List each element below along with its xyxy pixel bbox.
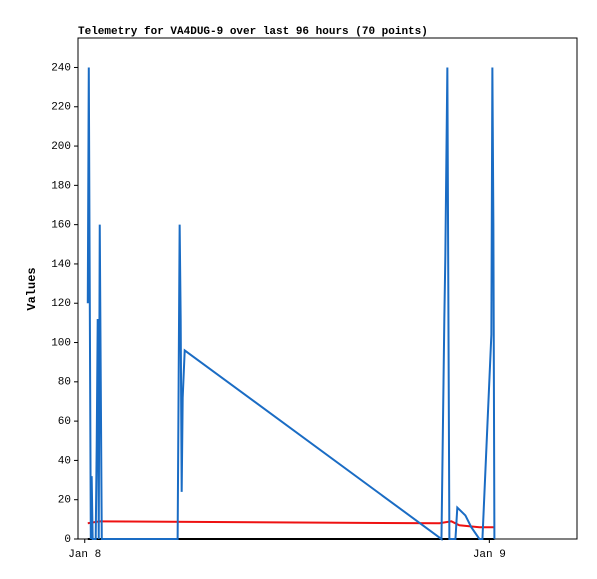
plot-frame (77, 37, 578, 540)
y-tick-label: 120 (51, 298, 71, 310)
y-tick-label: 180 (51, 180, 71, 192)
chart-title: Telemetry for VA4DUG-9 over last 96 hour… (78, 26, 428, 38)
y-tick-label: 40 (58, 455, 71, 467)
y-tick-label: 20 (58, 495, 71, 507)
x-tick-label: Jan 8 (68, 549, 101, 561)
y-tick-label: 200 (51, 141, 71, 153)
y-tick-label: 240 (51, 62, 71, 74)
y-tick-label: 140 (51, 259, 71, 271)
y-axis-label: Values (25, 267, 39, 310)
y-tick-label: 60 (58, 416, 71, 428)
y-tick-label: 220 (51, 102, 71, 114)
series-line (86, 67, 496, 541)
y-tick-label: 0 (64, 534, 71, 546)
x-tick-label: Jan 9 (473, 549, 506, 561)
y-tick-label: 80 (58, 377, 71, 389)
y-tick-label: 100 (51, 337, 71, 349)
series-line (87, 520, 495, 529)
y-tick-label: 160 (51, 220, 71, 232)
